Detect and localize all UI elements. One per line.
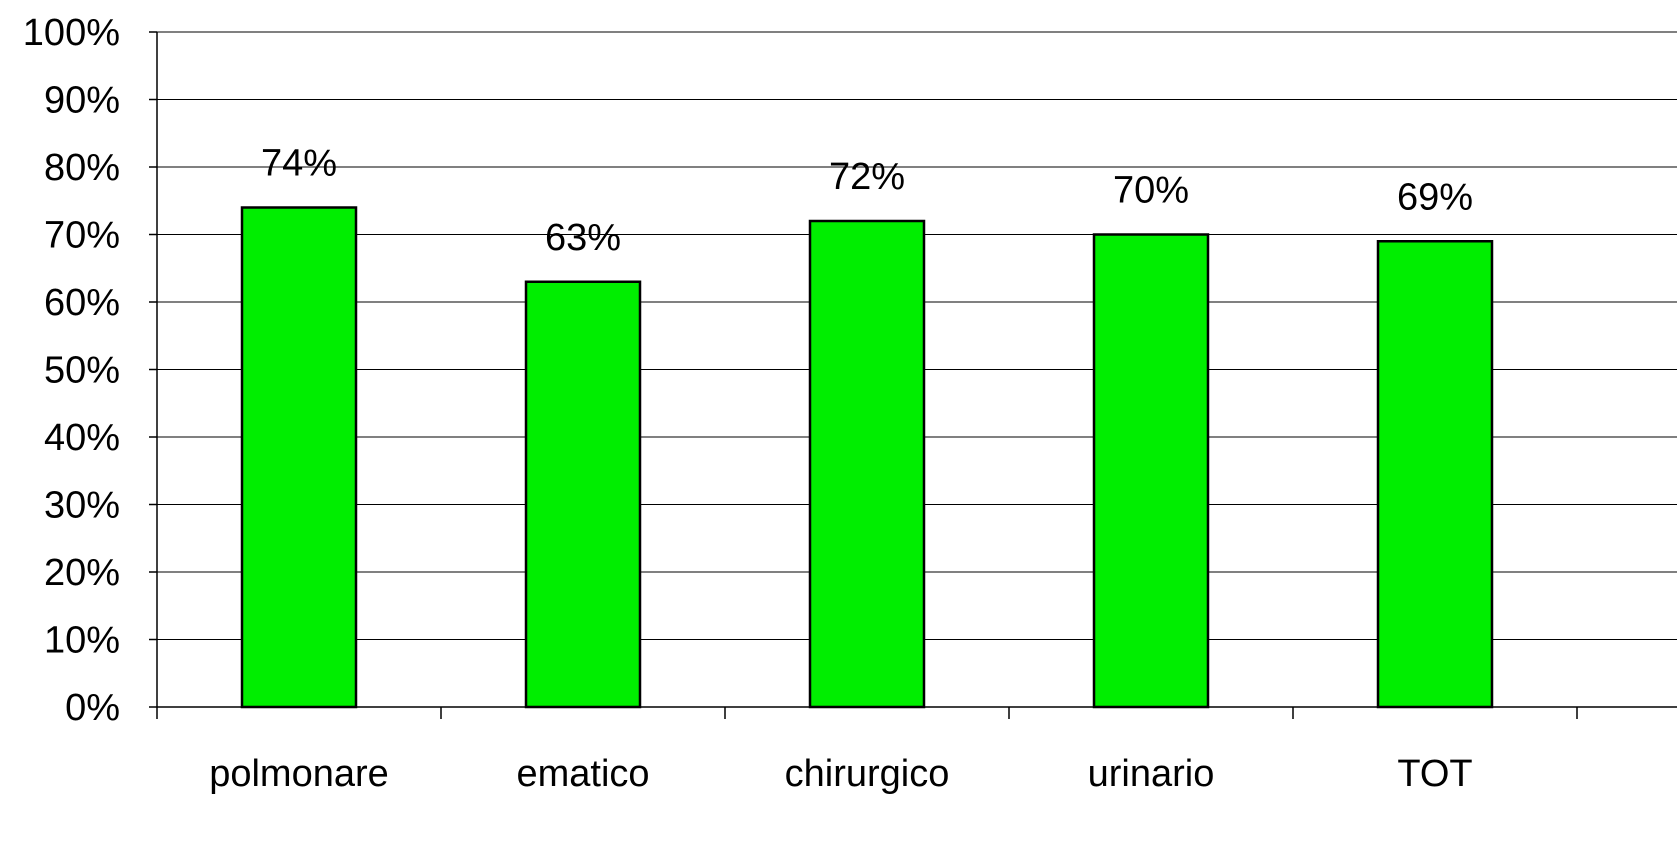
y-axis-tick-labels: 0% 10% 20% 30% 40% 50% 60% 70% 80% 90% 100% [23, 12, 120, 729]
bar-tot [1376, 240, 1494, 709]
y-axis-tick-label: 10% [44, 620, 120, 662]
data-label: 74% [261, 143, 337, 185]
x-axis-tick-label: polmonare [209, 753, 389, 795]
y-axis-tick-label: 50% [44, 350, 120, 392]
y-axis-tick-label: 70% [44, 215, 120, 257]
bars [240, 206, 1494, 709]
data-label: 72% [829, 156, 905, 198]
bar-urinario [1092, 233, 1210, 709]
y-axis-tick-label: 20% [44, 552, 120, 594]
y-axis-tick-label: 80% [44, 147, 120, 189]
y-axis-tick-label: 0% [65, 687, 120, 729]
y-axis-tick-label: 90% [44, 80, 120, 122]
data-label: 69% [1397, 176, 1473, 218]
x-axis-tick-label: ematico [516, 753, 649, 795]
y-axis-tick-label: 30% [44, 485, 120, 527]
y-axis-tick-label: 100% [23, 12, 120, 54]
y-axis-tick-label: 40% [44, 417, 120, 459]
data-label: 70% [1113, 170, 1189, 212]
bar-chirurgico [808, 219, 926, 709]
axes [149, 31, 1677, 719]
x-axis-tick-label: urinario [1088, 753, 1215, 795]
bar-polmonare [240, 206, 358, 709]
x-axis-tick-labels: polmonare ematico chirurgico urinario TOT [209, 753, 1472, 795]
data-labels: 74% 63% 72% 70% 69% [261, 143, 1473, 259]
x-axis-tick-label: TOT [1397, 753, 1472, 795]
bar-ematico [524, 280, 642, 709]
data-label: 63% [545, 217, 621, 259]
y-axis-tick-label: 60% [44, 282, 120, 324]
x-axis-tick-label: chirurgico [785, 753, 950, 795]
